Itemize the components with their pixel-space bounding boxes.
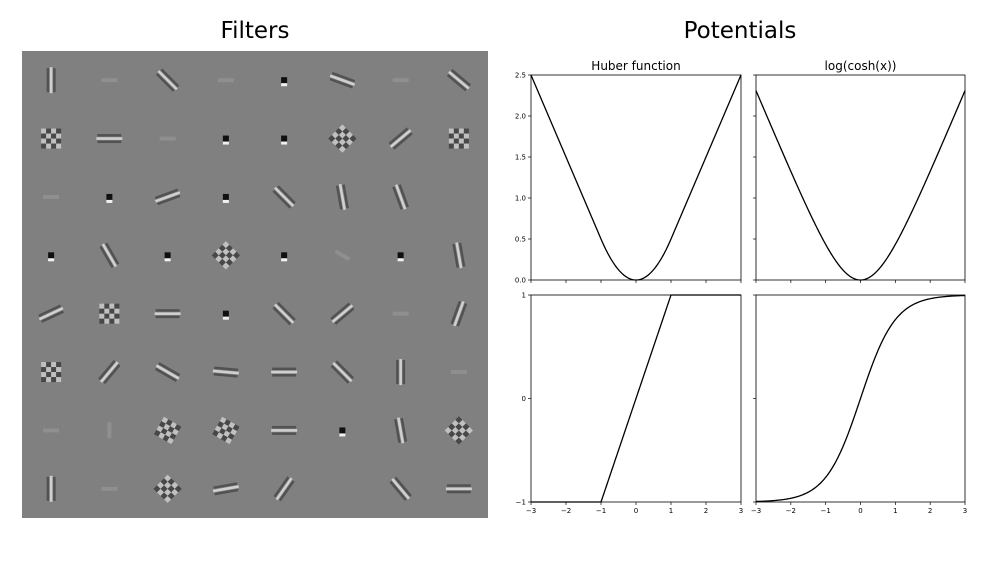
chart-panel: Huber function 0.0 0.5 1.0 1.5 2.0 2.5: [515, 59, 742, 285]
y-tick-label: 2.0: [515, 113, 526, 121]
filter-cell: [222, 135, 229, 145]
filter-cell: [41, 362, 62, 383]
axes-frame: [755, 74, 966, 281]
filter-cell: [281, 77, 288, 87]
filter-cell: [389, 476, 412, 501]
y-tick-label: 0.0: [515, 277, 526, 285]
filter-cell: [281, 135, 288, 145]
filter-cell: [46, 67, 56, 94]
filter-cell: [272, 302, 296, 326]
filter-cell: [43, 428, 60, 433]
chart-panel: log(cosh(x)): [753, 59, 966, 283]
filter-cell: [101, 78, 118, 83]
filter-cell: [154, 309, 181, 319]
filter-cell: [98, 359, 121, 385]
x-tick-label: 0: [634, 507, 638, 515]
filter-cell: [38, 304, 64, 323]
filter-cell: [330, 360, 355, 384]
filter-cell: [281, 252, 288, 262]
axes-frame: [530, 74, 742, 281]
potentials-title: Potentials: [683, 18, 797, 44]
filters-title: Filters: [220, 18, 290, 44]
filter-cell: [273, 476, 295, 502]
x-tick-label: −2: [786, 507, 796, 515]
filter-cell: [43, 194, 60, 199]
filter-cell: [154, 362, 181, 382]
filter-cell: [212, 416, 240, 445]
filter-cell: [96, 134, 123, 144]
filter-cell: [339, 427, 346, 437]
y-tick-label: 1: [522, 292, 526, 300]
x-tick-label: 1: [893, 507, 897, 515]
filter-cell: [329, 71, 356, 89]
filters-background: [22, 51, 488, 518]
filter-cell: [446, 69, 471, 92]
filter-cell: [222, 310, 229, 320]
filter-cell: [164, 252, 171, 262]
filter-cell: [41, 128, 62, 149]
chart-title: log(cosh(x)): [825, 59, 897, 73]
chart-title: Huber function: [591, 59, 680, 73]
filter-cell: [392, 311, 409, 316]
filter-cell: [388, 127, 413, 150]
x-tick-label: 2: [704, 507, 708, 515]
filter-cell: [106, 193, 113, 203]
filter-cell: [217, 78, 234, 83]
x-tick-label: 2: [928, 507, 932, 515]
filter-cell: [107, 422, 112, 439]
filter-cell: [392, 184, 409, 210]
filter-cell: [153, 416, 182, 445]
filter-cell: [397, 252, 404, 262]
y-tick-label: −1: [516, 499, 526, 507]
filter-cell: [271, 367, 298, 377]
series-line: [531, 294, 741, 503]
x-tick-label: −2: [561, 507, 571, 515]
series-line: [755, 294, 966, 503]
filter-cell: [452, 242, 466, 269]
series-line: [530, 74, 742, 281]
filter-cell: [48, 252, 55, 262]
y-tick-label: 1.5: [515, 154, 526, 162]
y-tick-label: 0: [522, 395, 526, 403]
y-tick-label: 1.0: [515, 195, 526, 203]
x-tick-label: 3: [963, 507, 967, 515]
filter-cell: [159, 136, 176, 141]
series-line: [755, 90, 966, 281]
x-tick-label: −3: [751, 507, 761, 515]
filter-cell: [394, 417, 408, 444]
chart-panel: −3 −2 −1 0 1 2 3: [751, 294, 967, 515]
filter-cell: [448, 128, 469, 149]
filter-cell: [271, 425, 298, 435]
filter-cell: [396, 359, 406, 386]
y-tick-label: 0.5: [515, 236, 526, 244]
filter-cell: [46, 475, 56, 502]
filter-cell: [445, 484, 472, 494]
filter-cell: [392, 78, 409, 83]
filter-cell: [272, 185, 296, 209]
filter-cell: [155, 68, 180, 92]
filter-cell: [330, 302, 355, 325]
filter-cell: [101, 486, 118, 491]
x-tick-label: 1: [669, 507, 673, 515]
potentials-plots: Huber function 0.0 0.5 1.0 1.5 2.0 2.5 log(cosh…: [515, 59, 967, 516]
filter-cell: [335, 183, 349, 210]
x-tick-label: −1: [821, 507, 831, 515]
x-tick-label: 3: [739, 507, 743, 515]
filter-cell: [154, 188, 181, 206]
x-tick-label: −1: [596, 507, 606, 515]
y-tick-label: 2.5: [515, 72, 526, 80]
filter-cell: [450, 370, 467, 375]
filters-grid: [22, 51, 488, 518]
filter-cell: [212, 482, 239, 496]
filter-cell: [334, 249, 351, 262]
filter-cell: [99, 303, 120, 324]
x-tick-label: −3: [526, 507, 536, 515]
filter-cell: [212, 366, 239, 378]
x-tick-label: 0: [858, 507, 862, 515]
filter-cell: [450, 300, 468, 327]
filter-cell: [99, 242, 120, 268]
chart-panel: −3 −2 −1 0 1 2 3 −1 0 1: [516, 292, 744, 516]
filter-cell: [222, 193, 229, 203]
